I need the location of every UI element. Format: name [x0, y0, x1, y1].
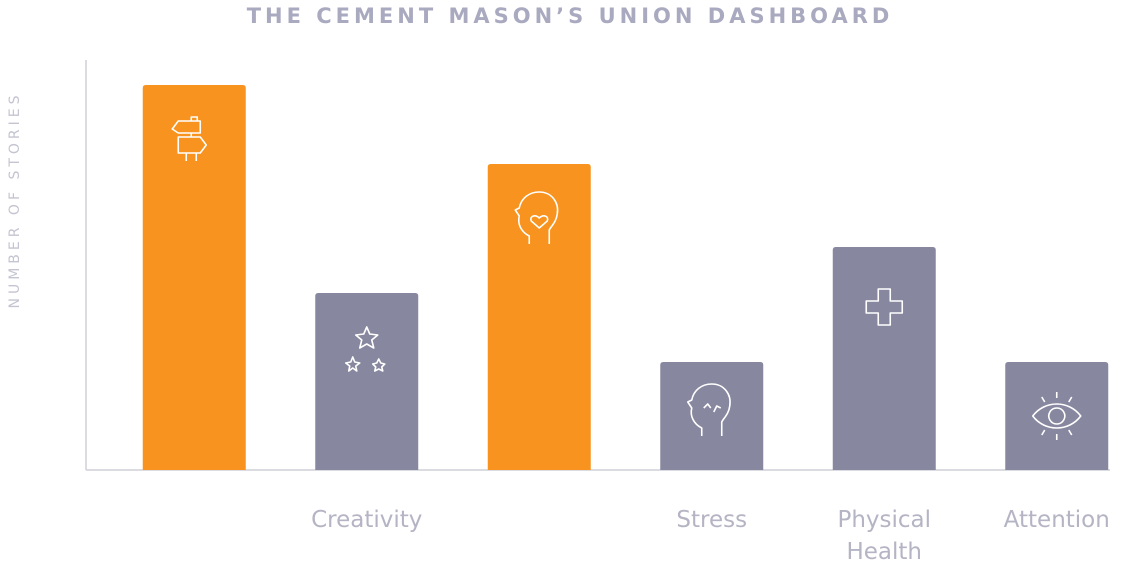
- x-tick-label: Physical Health: [837, 507, 932, 565]
- chart-title: THE CEMENT MASON’S UNION DASHBOARD: [246, 4, 894, 28]
- x-tick-label: Stress: [676, 507, 748, 533]
- x-tick-label: Creativity: [311, 507, 423, 533]
- bar: [315, 293, 419, 470]
- bar: [142, 85, 246, 470]
- bar-icon: [171, 116, 208, 161]
- bar: [832, 247, 936, 470]
- bar: [1005, 362, 1109, 470]
- bar: [487, 164, 591, 470]
- bar: [660, 362, 764, 470]
- bar-icon: [344, 326, 386, 372]
- bar-icon: [686, 383, 731, 436]
- bar-icon: [1031, 392, 1082, 440]
- x-tick-label: Attention: [1003, 507, 1110, 533]
- bar-icon: [514, 191, 559, 244]
- bar-icon: [865, 288, 904, 326]
- y-axis-label: NUMBER OF STORIES: [7, 91, 23, 309]
